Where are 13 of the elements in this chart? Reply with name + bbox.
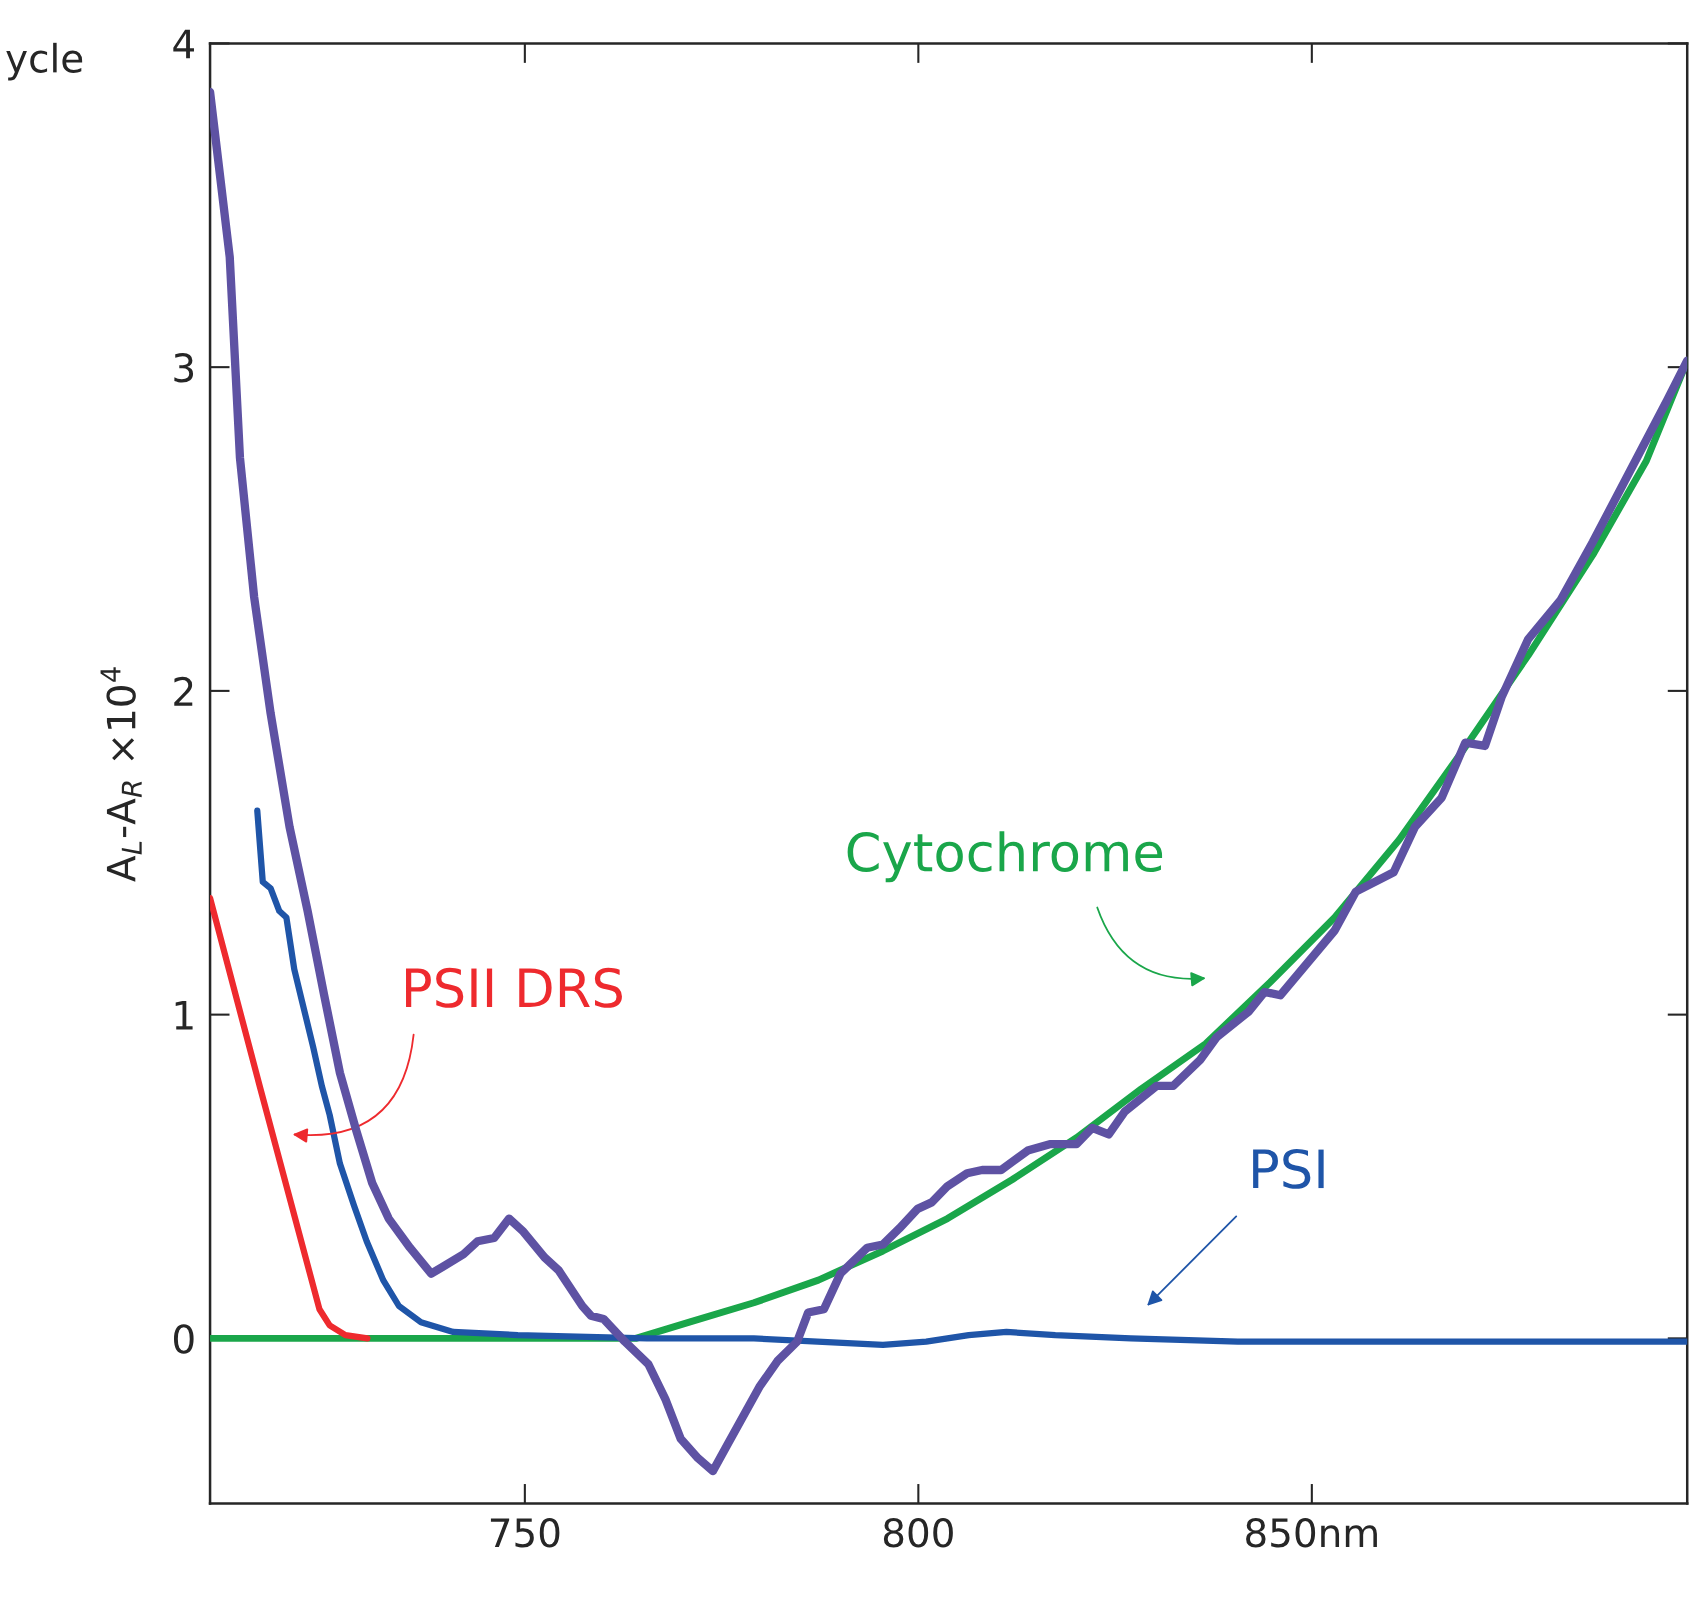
text: Cytochrome [847, 831, 1163, 883]
x-tick-label: 800 [883, 1518, 953, 1548]
text: PSI [1253, 1148, 1324, 1189]
y-axis-title: A$_{L}$-A$_{R}$ ×10$^{4}$ [100, 667, 142, 882]
text: PSII DRS [406, 967, 622, 1008]
y-tick-label: 2 [174, 676, 193, 706]
y-tick-label: 4 [173, 29, 194, 59]
x-tick-label: 750 [490, 1518, 560, 1548]
x-tick-label: 850nm [1246, 1518, 1377, 1548]
text: ycle [6, 42, 83, 81]
y-tick-label: 0 [173, 1324, 194, 1354]
y-tick-label: 3 [174, 353, 194, 383]
y-tick-label: 1 [175, 1001, 193, 1030]
